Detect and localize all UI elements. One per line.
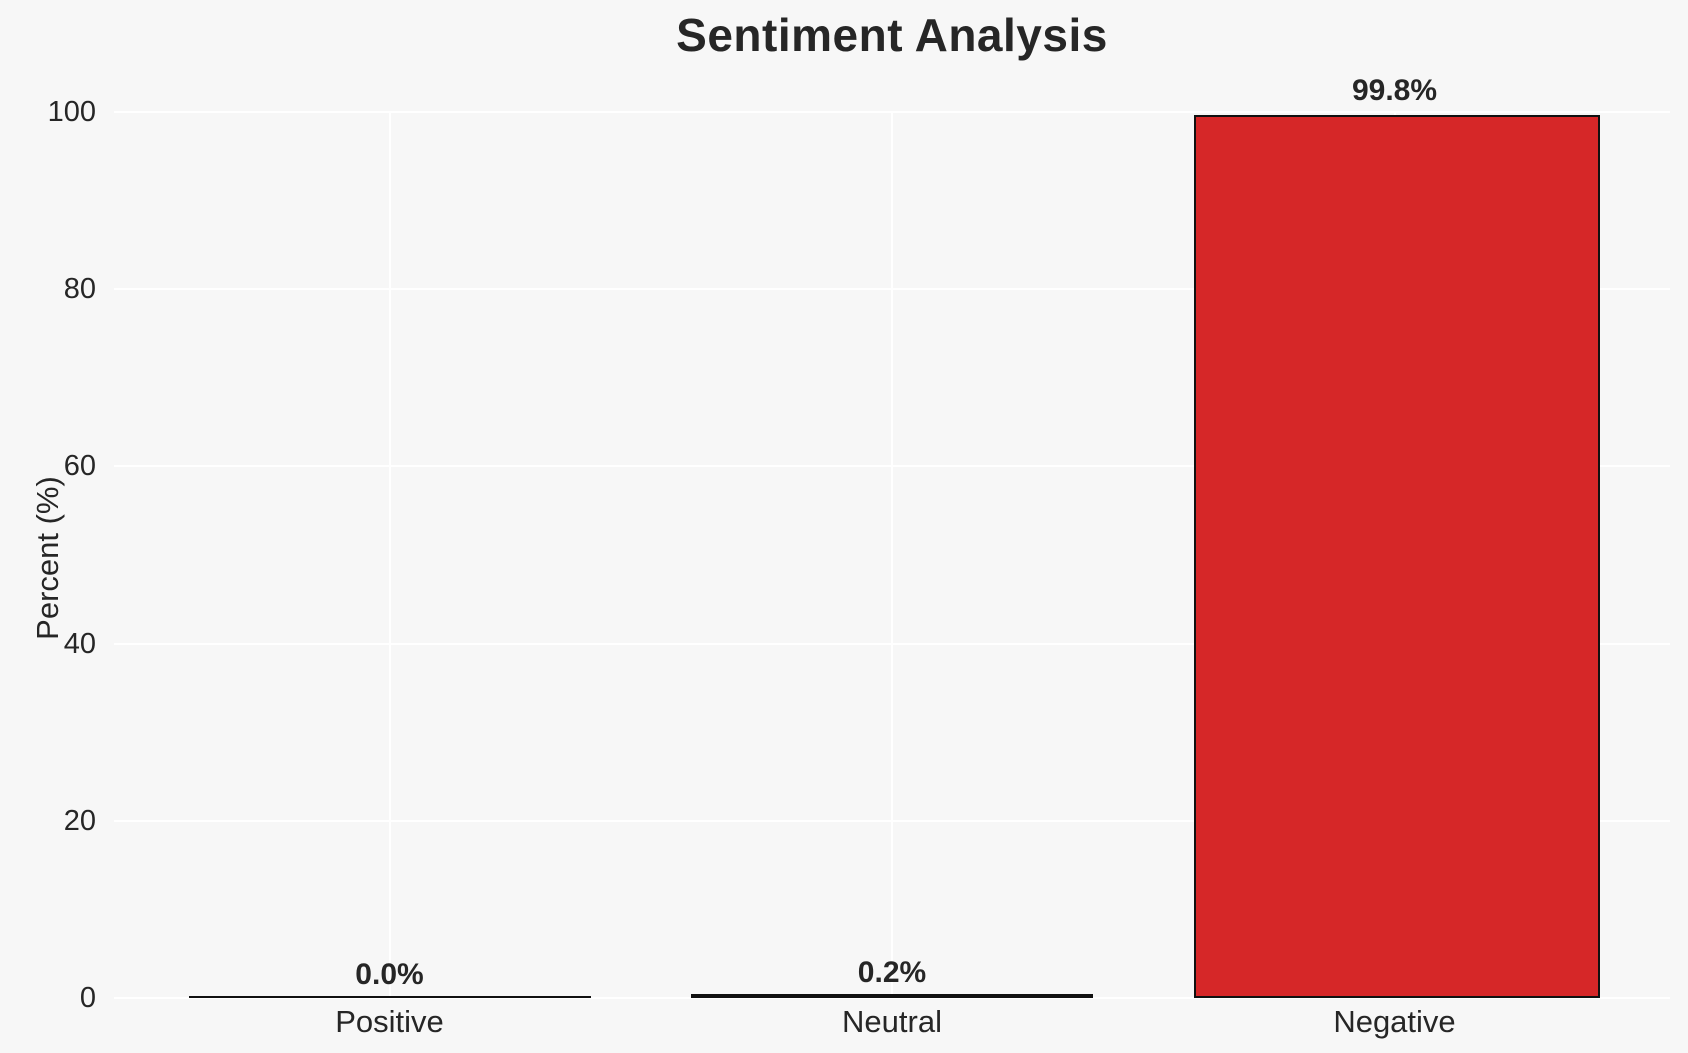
y-tick-label: 0	[79, 982, 96, 1014]
x-tick-label: Negative	[1333, 1004, 1456, 1039]
x-tick-label: Neutral	[842, 1004, 942, 1039]
y-tick-label: 80	[63, 273, 96, 306]
y-tick-label: 100	[47, 96, 96, 128]
gridline-vertical	[388, 112, 391, 998]
x-tick-label: Positive	[335, 1004, 444, 1039]
y-tick-label: 20	[63, 804, 96, 837]
plot-area: 0.0% 0.2% 99.8%	[114, 74, 1670, 999]
y-tick-label: 40	[63, 627, 96, 660]
bar-value-label: 99.8%	[1351, 73, 1438, 107]
gridline-horizontal	[114, 997, 1670, 999]
bar-neutral	[691, 993, 1093, 998]
bar-value-label: 0.2%	[857, 956, 927, 990]
chart-title: Sentiment Analysis	[676, 9, 1108, 61]
bar-value-label: 0.0%	[355, 958, 424, 991]
bar-negative	[1193, 114, 1600, 998]
y-tick-label: 60	[63, 450, 96, 483]
gridline-vertical	[891, 112, 893, 998]
bar-positive	[188, 995, 591, 998]
